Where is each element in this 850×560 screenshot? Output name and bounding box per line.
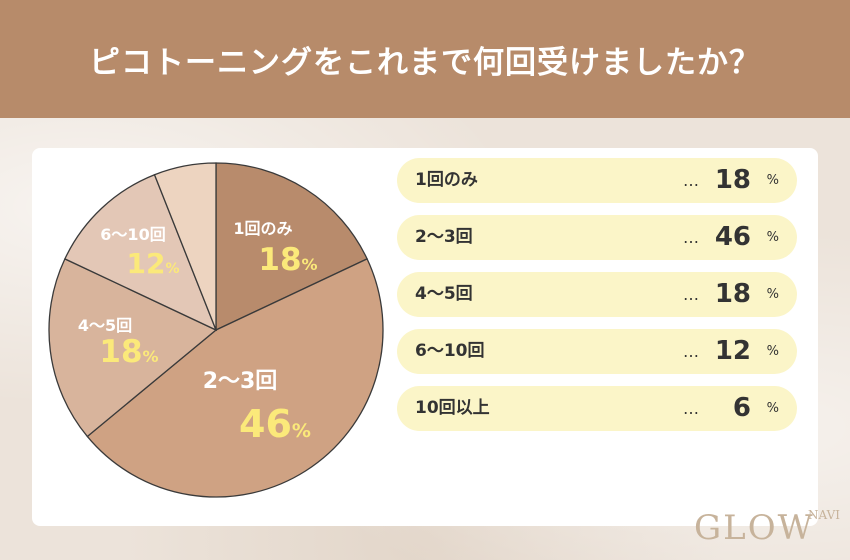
brand-logo-sub: NAVI [808,508,840,522]
legend-value: 12 [714,336,751,366]
pie-slice [215,162,368,332]
legend-row: 1回のみ … 18 % [397,158,797,203]
slice-percent: 12% [127,247,180,280]
slice-percent: 18% [99,334,158,370]
legend-label: 6〜10回 [415,341,485,361]
slice-label: 1回のみ [233,219,292,238]
header-banner: ピコトーニングをこれまで何回受けましたか？ [0,0,850,118]
legend-unit: % [766,230,779,245]
legend-label: 1回のみ [415,170,478,190]
legend-dots: … [683,228,699,247]
slice-label: 2〜3回 [203,369,278,394]
legend-dots: … [683,171,699,190]
legend-value: 6 [732,393,751,423]
legend-value: 46 [714,222,751,252]
legend-value: 18 [714,279,751,309]
pie-slice [64,173,218,332]
legend-row: 10回以上 … 6 % [397,386,797,431]
pie-slice [153,162,217,331]
pie-slice [86,258,384,498]
slice-percent: 18% [258,242,317,278]
legend-dots: … [683,342,699,361]
legend-row: 4〜5回 … 18 % [397,272,797,317]
legend-label: 10回以上 [415,398,490,418]
slice-percent: 46% [239,402,311,446]
legend-label: 4〜5回 [415,284,473,304]
legend-unit: % [766,344,779,359]
legend-row: 2〜3回 … 46 % [397,215,797,260]
legend-unit: % [766,173,779,188]
legend-value: 18 [714,165,751,195]
legend-row: 6〜10回 … 12 % [397,329,797,374]
legend-unit: % [766,287,779,302]
pie-slice [48,258,218,438]
slice-label: 6〜10回 [100,225,165,244]
brand-logo: GLOW [694,508,815,548]
page-title: ピコトーニングをこれまで何回受けましたか？ [89,44,761,81]
legend-dots: … [683,399,699,418]
legend: 1回のみ … 18 % 2〜3回 … 46 % 4〜5回 … 18 % 6〜10… [397,158,797,443]
legend-label: 2〜3回 [415,227,473,247]
slice-label: 4〜5回 [78,316,132,335]
legend-dots: … [683,285,699,304]
legend-unit: % [766,401,779,416]
